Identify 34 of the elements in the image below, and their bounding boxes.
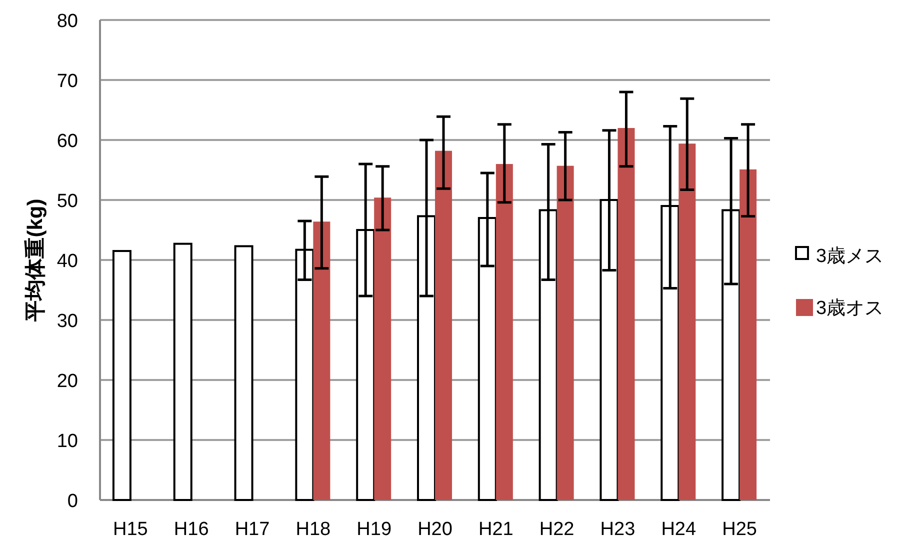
y-tick-label: 80 [56, 11, 78, 32]
bar [435, 150, 452, 500]
y-tick-label: 10 [56, 431, 78, 452]
y-tick-label: 40 [56, 251, 78, 272]
x-tick-label: H25 [722, 519, 757, 540]
bar [112, 250, 132, 501]
bar [618, 128, 635, 500]
bar [173, 242, 192, 501]
y-tick-label: 30 [56, 311, 78, 332]
y-tick-label: 20 [56, 371, 78, 392]
x-tick-label: H23 [600, 519, 636, 540]
bar [678, 144, 696, 500]
x-tick-label: H19 [356, 519, 392, 540]
x-tick-label: H20 [418, 519, 452, 540]
x-tick-label: H18 [296, 519, 331, 540]
x-tick-label: H24 [661, 519, 696, 540]
y-tick-label: 0 [67, 491, 78, 512]
y-tick-label: 50 [56, 191, 78, 212]
legend-label: 3歳メス [816, 246, 884, 267]
y-axis-title: 平均体重(kg) [24, 198, 47, 322]
x-tick-label: H21 [478, 519, 514, 540]
x-tick-label: H22 [539, 519, 574, 540]
x-tick-label: H16 [174, 519, 209, 540]
legend-label: 3歳オス [816, 298, 884, 319]
bar [496, 164, 513, 500]
bar [556, 166, 574, 500]
y-tick-label: 70 [56, 71, 78, 92]
bar [740, 169, 757, 500]
bar [313, 222, 330, 500]
x-tick-label: H15 [113, 519, 148, 540]
x-tick-label: H17 [234, 519, 270, 540]
bar [234, 245, 254, 501]
y-tick-label: 60 [56, 131, 78, 152]
bar [374, 198, 392, 500]
